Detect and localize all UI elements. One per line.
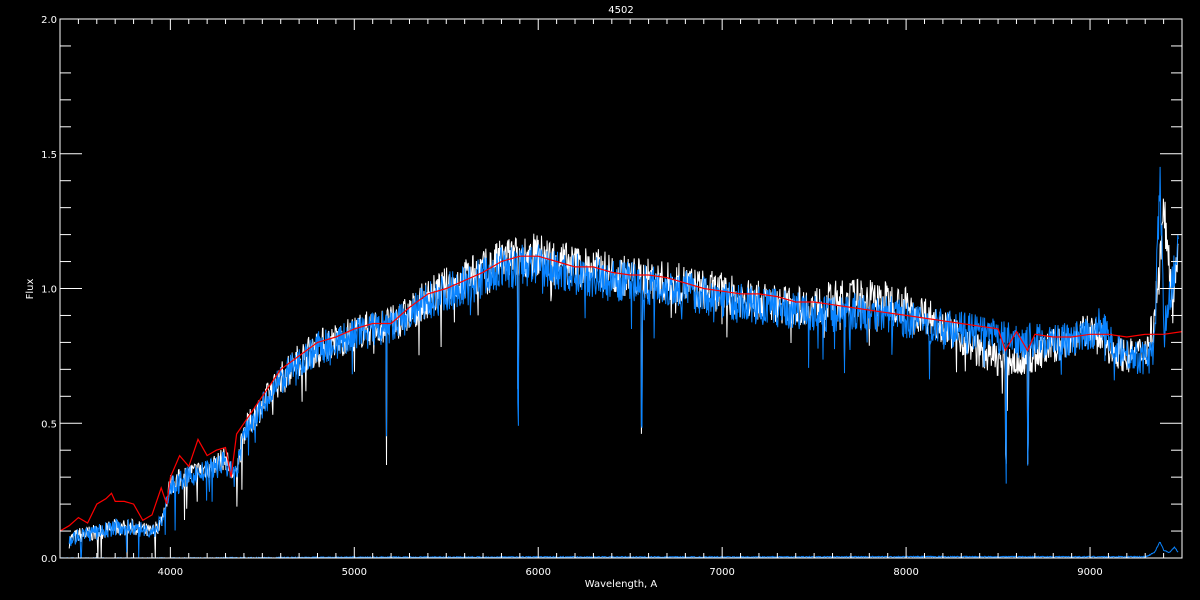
x-tick-label: 6000 [526, 567, 551, 578]
x-tick-label: 8000 [893, 567, 918, 578]
axes-layer: 4000 5000 6000 7000 8000 9000 0.0 0.5 1.0 1.5 2.0 [41, 15, 1183, 578]
x-axis-label: Wavelength, A [585, 579, 658, 590]
y-tick-label: 1.5 [41, 150, 57, 161]
y-tick-label: 0.0 [41, 554, 57, 565]
series-line-error [59, 541, 1179, 559]
y-tick-label: 1.0 [41, 285, 57, 296]
x-tick-label: 5000 [342, 567, 367, 578]
series-line-fit [68, 166, 1179, 560]
x-tick-label: 7000 [709, 567, 734, 578]
series-layer [59, 166, 1183, 560]
series-line-model [59, 255, 1183, 532]
y-tick-label: 0.5 [41, 419, 57, 430]
chart-title: 4502 [608, 5, 633, 16]
series-line-observed [68, 198, 1179, 559]
x-tick-label: 9000 [1077, 567, 1102, 578]
x-tick-label: 4000 [158, 567, 183, 578]
y-tick-label: 2.0 [41, 15, 57, 26]
y-axis-label: Flux [25, 279, 36, 300]
